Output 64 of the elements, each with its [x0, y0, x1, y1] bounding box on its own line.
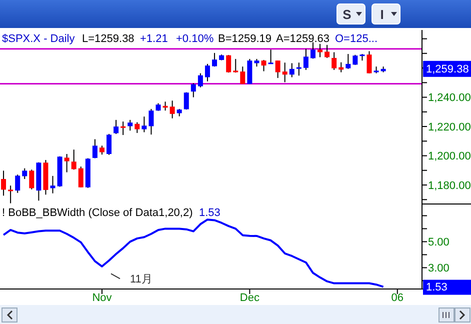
candlestick — [8, 185, 14, 204]
candlestick — [170, 100, 175, 119]
candlestick — [212, 52, 218, 68]
candlestick — [226, 54, 232, 74]
candlestick — [233, 58, 238, 74]
line-series — [2, 218, 384, 288]
candlestick — [71, 149, 76, 170]
y-tick-label: 1,200.00 — [428, 150, 471, 163]
annotation: 11月 — [130, 274, 152, 286]
candlestick — [148, 108, 154, 136]
candlestick — [310, 42, 316, 60]
candlestick — [64, 153, 70, 173]
candlestick — [261, 59, 266, 72]
candlestick — [352, 54, 358, 66]
y-tick-label: 5.00 — [428, 236, 450, 249]
candlestick — [22, 168, 28, 180]
x-tick-label: Nov — [92, 292, 112, 304]
candlestick — [332, 52, 337, 70]
y-tick-label: 3.00 — [428, 262, 450, 275]
text: 1.53 — [426, 282, 448, 294]
candlestick — [204, 63, 210, 82]
candlestick — [289, 62, 294, 78]
candlestick — [29, 169, 34, 190]
candlestick — [128, 119, 133, 132]
candlestick — [1, 170, 6, 196]
candlestick — [247, 58, 252, 84]
annotation: O=125... — [335, 33, 378, 45]
candlestick — [120, 121, 126, 136]
candlestick — [190, 82, 196, 98]
dropdown-button: I — [372, 4, 400, 24]
candlestick — [366, 50, 372, 74]
chart-title: ! BoBB_BBWidth (Close of Data1,20,2) — [2, 207, 193, 219]
candlestick — [198, 72, 203, 88]
x-tick-label: 06 — [391, 292, 404, 304]
candlestick — [92, 138, 98, 159]
candlestick — [318, 43, 323, 58]
candlestick — [78, 166, 84, 188]
candlestick — [15, 174, 20, 194]
candlestick — [142, 116, 147, 133]
candlestick — [114, 119, 119, 134]
annotation: +0.10% — [176, 33, 214, 45]
chart-title: $SPX.X - Daily — [2, 33, 76, 45]
candlestick — [282, 62, 288, 83]
annotation: A=1259.63 — [276, 33, 330, 45]
y-tick-label: 1,240.00 — [428, 92, 471, 104]
candlestick — [346, 53, 351, 70]
annotation: B=1259.19 — [218, 33, 272, 45]
candlestick — [106, 133, 112, 156]
candlestick — [275, 60, 280, 78]
annotation: 1.53 — [199, 207, 220, 219]
candlestick — [296, 62, 302, 76]
candlestick — [324, 44, 330, 58]
y-tick-label: 1,220.00 — [428, 121, 471, 134]
candlestick — [268, 49, 274, 64]
text: 1,259.38 — [426, 64, 469, 76]
dropdown-button: S — [336, 4, 366, 24]
x-tick-label: Dec — [240, 292, 260, 304]
y-tick-label: 1,180.00 — [428, 180, 471, 192]
candlestick — [240, 66, 246, 84]
candlestick — [134, 122, 140, 134]
annotation: +1.21 — [140, 33, 168, 45]
annotation: L=1259.38 — [82, 33, 134, 45]
candlestick — [303, 48, 308, 70]
candlestick — [50, 175, 56, 194]
